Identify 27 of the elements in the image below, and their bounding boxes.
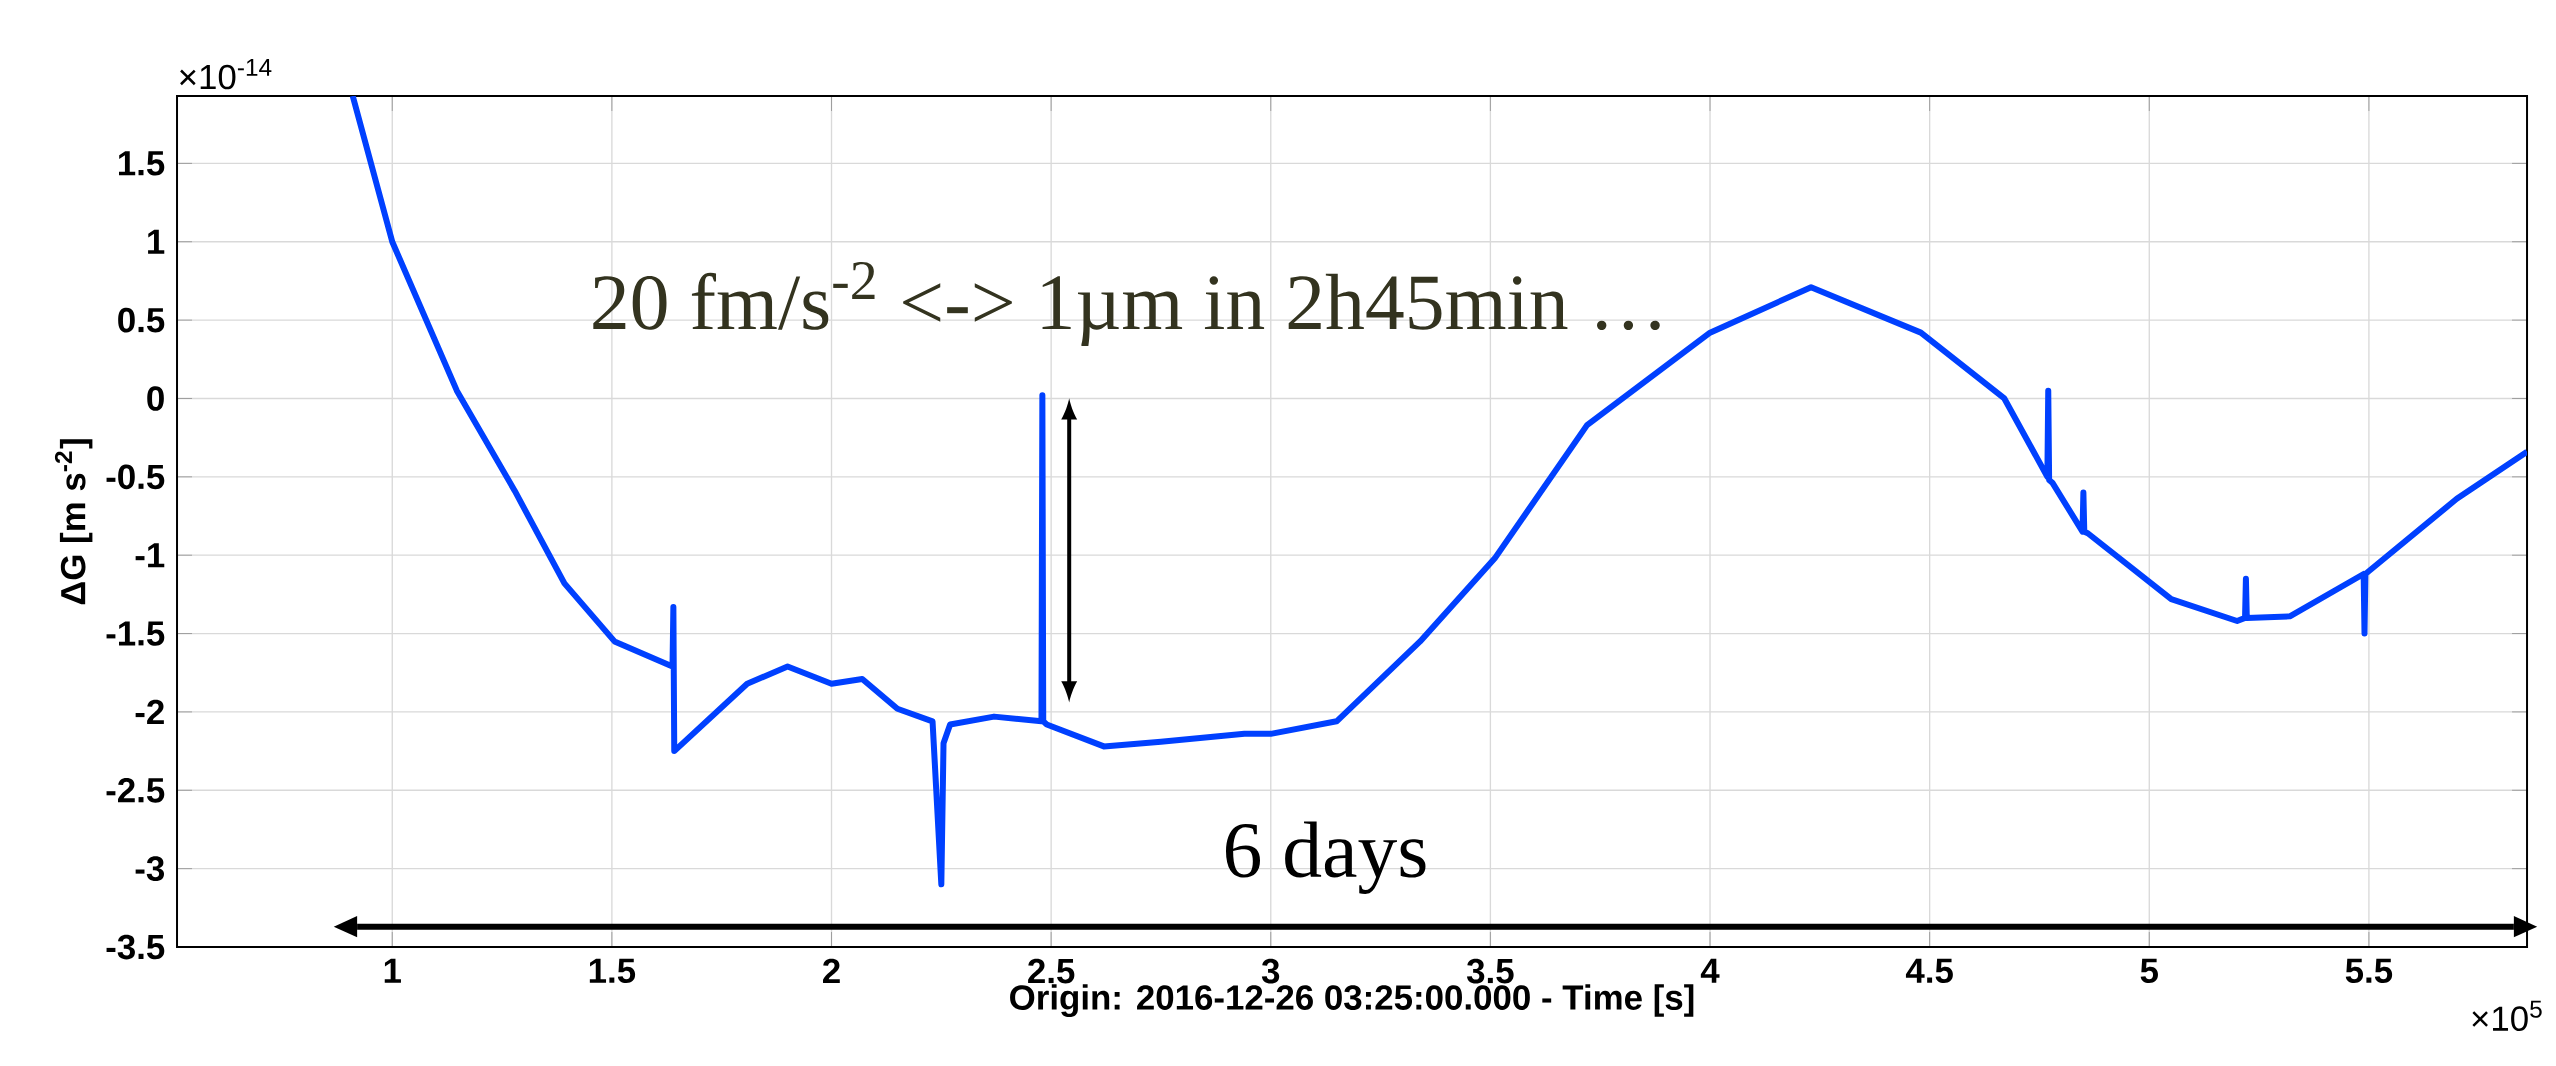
y-tick-label: -3.5 xyxy=(106,934,165,960)
x-tick-label: 5.5 xyxy=(2345,958,2393,984)
x-tick-label: 4.5 xyxy=(1905,958,1953,984)
text: ×10$^{-14}$ xyxy=(180,58,272,90)
annotation: 20 fm/s$^{-2}$ <-> 1µm in 2h45min … xyxy=(593,262,1660,346)
series-label: 6 days xyxy=(1226,821,1426,894)
text: ×10$^{5}$ xyxy=(2472,1000,2542,1032)
y-tick-label: 0 xyxy=(147,386,164,411)
x-tick-label: 2 xyxy=(823,958,840,984)
y-tick-label: -3 xyxy=(135,856,165,882)
y-tick-label: -2 xyxy=(135,699,164,725)
y-tick-label: -1 xyxy=(135,543,165,568)
x-tick-label: 3.5 xyxy=(1466,958,1514,984)
x-tick-label: 1 xyxy=(384,958,401,983)
y-tick-label: 1.5 xyxy=(119,151,165,176)
x-tick-label: 1.5 xyxy=(589,958,636,984)
y-tick-label: -0.5 xyxy=(106,464,165,490)
y-tick-label: -1.5 xyxy=(106,621,165,646)
x-tick-label: 2.5 xyxy=(1028,958,1075,984)
y-tick-label: -2.5 xyxy=(106,777,165,803)
x-axis-title: Origin: 2016-12-26 03:25:00.000 - Time [s] xyxy=(1010,984,1694,1017)
x-tick-label: 3 xyxy=(1261,958,1280,984)
x-tick-label: 4 xyxy=(1700,958,1720,983)
y-tick-label: 0.5 xyxy=(118,307,165,333)
y-axis-title: ΔG [m s$^{-2}$] xyxy=(54,439,93,605)
y-tick-label: 1 xyxy=(148,229,165,254)
x-tick-label: 5 xyxy=(2140,958,2158,984)
